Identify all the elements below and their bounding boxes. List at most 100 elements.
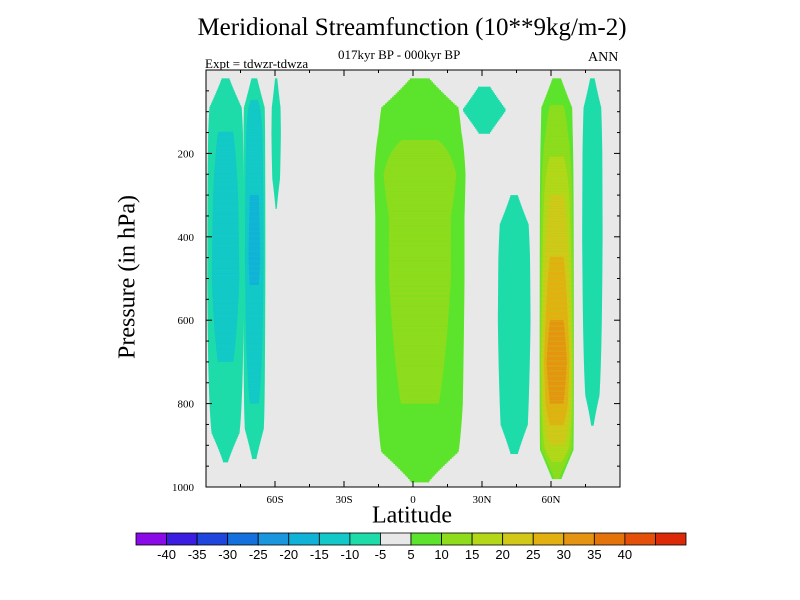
contour-cell xyxy=(547,436,567,440)
contour-cell xyxy=(582,268,603,271)
contour-cell xyxy=(212,241,239,244)
contour-cell xyxy=(388,265,451,268)
contour-cell xyxy=(582,160,603,163)
contour-cell xyxy=(271,135,281,138)
contour-cell xyxy=(389,155,451,158)
contour-cell xyxy=(244,408,265,411)
contour-cell xyxy=(498,368,530,371)
contour-cell xyxy=(211,271,240,274)
contour-cell xyxy=(249,401,259,404)
contour-cell xyxy=(391,316,449,319)
contour-cell xyxy=(271,143,281,146)
contour-cell xyxy=(245,171,264,174)
contour-cell xyxy=(585,391,600,394)
contour-cell xyxy=(582,170,603,173)
contour-cell xyxy=(584,375,601,378)
contour-cell xyxy=(214,171,237,174)
contour-cell xyxy=(582,303,603,306)
contour-cell xyxy=(551,460,563,463)
contour-cell xyxy=(245,141,263,144)
contour-cell xyxy=(212,200,239,203)
contour-cell xyxy=(387,203,453,206)
contour-cell xyxy=(208,113,243,116)
contour-cell xyxy=(582,226,603,229)
contour-cell xyxy=(498,358,530,361)
contour-cell xyxy=(249,276,260,279)
contour-cell xyxy=(215,151,236,154)
contour-cell xyxy=(245,323,263,326)
contour-cell xyxy=(271,165,281,168)
contour-cell xyxy=(550,458,564,461)
contour-cell xyxy=(208,361,243,364)
contour-cell xyxy=(547,343,566,346)
contour-cell xyxy=(245,430,264,433)
contour-cell xyxy=(379,121,461,124)
contour-cell xyxy=(582,145,603,148)
colorbar-swatch xyxy=(410,532,442,546)
contour-cell xyxy=(499,390,530,393)
contour-cell xyxy=(393,336,447,339)
contour-cell xyxy=(209,390,243,393)
contour-cell xyxy=(249,196,259,199)
contour-cell xyxy=(510,195,519,198)
contour-cell xyxy=(465,105,504,108)
colorbar-swatch xyxy=(318,532,351,546)
contour-cell xyxy=(545,450,568,453)
contour-cell xyxy=(393,95,447,98)
contour-cell xyxy=(212,303,239,306)
contour-cell xyxy=(212,288,239,291)
contour-cell xyxy=(249,205,260,208)
contour-cell xyxy=(377,415,463,418)
contour-cell xyxy=(499,385,530,388)
contour-cell xyxy=(391,311,449,314)
contour-cell xyxy=(548,113,566,116)
contour-cell xyxy=(273,91,279,94)
contour-cell xyxy=(582,220,603,223)
contour-cell xyxy=(544,100,570,103)
contour-cell xyxy=(245,331,263,334)
contour-cell xyxy=(212,285,240,288)
contour-cell xyxy=(587,90,598,93)
contour-cell xyxy=(395,93,445,96)
contour-cell xyxy=(387,160,453,163)
contour-cell xyxy=(545,251,569,254)
contour-cell xyxy=(497,320,531,323)
contour-cell xyxy=(546,126,568,129)
contour-cell xyxy=(547,380,566,383)
contour-cell xyxy=(249,396,260,399)
contour-cell xyxy=(222,458,229,461)
colorbar-swatch xyxy=(257,532,290,546)
contour-cell xyxy=(410,480,430,483)
contour-cell xyxy=(392,326,448,329)
contour-cell xyxy=(271,130,281,133)
contour-cell xyxy=(217,135,234,138)
contour-cell xyxy=(377,403,463,406)
contour-cell xyxy=(273,188,279,191)
contour-cell xyxy=(583,351,602,354)
contour-cell xyxy=(212,238,239,241)
contour-cell xyxy=(588,410,597,413)
contour-cell xyxy=(271,113,281,116)
contour-cell xyxy=(549,465,565,468)
contour-cell xyxy=(384,170,456,173)
contour-cell xyxy=(498,345,531,348)
contour-cell xyxy=(547,220,567,223)
contour-cell xyxy=(582,301,603,304)
contour-cell xyxy=(548,340,566,343)
contour-cell xyxy=(208,386,243,389)
y-tick-label: 1000 xyxy=(172,482,195,494)
contour-cell xyxy=(247,110,261,113)
contour-cell xyxy=(498,280,531,283)
contour-cell xyxy=(273,190,279,193)
contour-cell xyxy=(547,438,566,441)
contour-cell xyxy=(246,341,263,344)
contour-cell xyxy=(245,293,264,296)
contour-cell xyxy=(385,166,455,169)
contour-cell xyxy=(478,131,491,134)
contour-cell xyxy=(221,455,230,458)
contour-cell xyxy=(589,413,596,416)
contour-cell xyxy=(546,93,567,96)
contour-cell xyxy=(211,276,240,279)
contour-cell xyxy=(545,135,569,138)
contour-cell xyxy=(548,335,566,338)
